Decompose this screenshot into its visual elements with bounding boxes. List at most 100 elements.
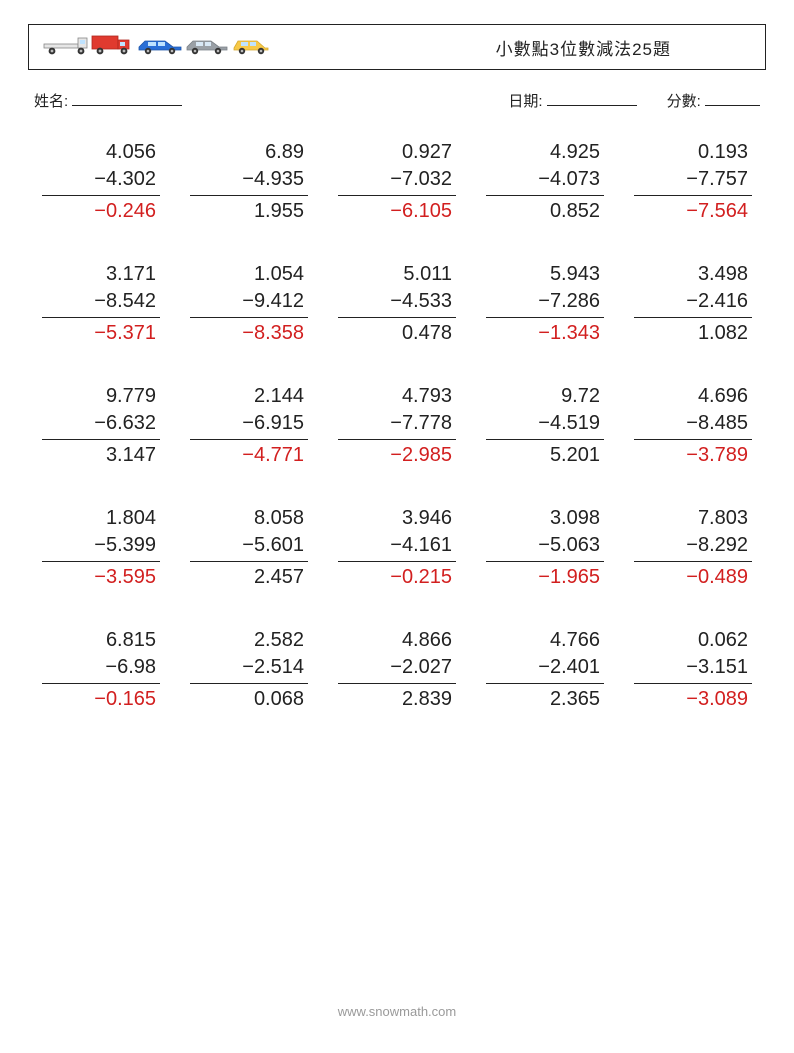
problem: 3.498−2.4161.082 (634, 261, 752, 347)
flatbed-truck-icon (43, 34, 89, 61)
problem: 4.925−4.0730.852 (486, 139, 604, 225)
problem: 3.098−5.063−1.965 (486, 505, 604, 591)
answer: −6.105 (338, 196, 456, 225)
header-box: 小數點3位數減法25題 (28, 24, 766, 70)
problem: 9.779−6.6323.147 (42, 383, 160, 469)
problem: 6.815−6.98−0.165 (42, 627, 160, 713)
minuend: 5.011 (338, 261, 456, 288)
score-field: 分數: (667, 90, 760, 111)
minuend: 1.804 (42, 505, 160, 532)
problem: 2.582−2.5140.068 (190, 627, 308, 713)
answer: −7.564 (634, 196, 752, 225)
problem: 0.927−7.032−6.105 (338, 139, 456, 225)
problem: 7.803−8.292−0.489 (634, 505, 752, 591)
answer: 0.852 (486, 196, 604, 225)
minuend: 2.144 (190, 383, 308, 410)
subtrahend: −4.533 (338, 288, 456, 318)
date-underline (547, 90, 637, 106)
minuend: 4.925 (486, 139, 604, 166)
minuend: 0.062 (634, 627, 752, 654)
answer: −2.985 (338, 440, 456, 469)
answer: 3.147 (42, 440, 160, 469)
answer: 0.068 (190, 684, 308, 713)
answer: −0.246 (42, 196, 160, 225)
problem: 8.058−5.6012.457 (190, 505, 308, 591)
answer: −4.771 (190, 440, 308, 469)
answer: 1.082 (634, 318, 752, 347)
problem: 5.011−4.5330.478 (338, 261, 456, 347)
subtrahend: −2.514 (190, 654, 308, 684)
problem: 3.946−4.161−0.215 (338, 505, 456, 591)
subtrahend: −4.302 (42, 166, 160, 196)
answer: −0.489 (634, 562, 752, 591)
problem: 1.054−9.412−8.358 (190, 261, 308, 347)
minuend: 4.696 (634, 383, 752, 410)
score-underline (705, 90, 760, 106)
answer: 2.839 (338, 684, 456, 713)
minuend: 3.098 (486, 505, 604, 532)
subtrahend: −9.412 (190, 288, 308, 318)
minuend: 3.946 (338, 505, 456, 532)
problem: 4.056−4.302−0.246 (42, 139, 160, 225)
problem: 4.766−2.4012.365 (486, 627, 604, 713)
minuend: 4.056 (42, 139, 160, 166)
problem: 3.171−8.542−5.371 (42, 261, 160, 347)
minuend: 3.498 (634, 261, 752, 288)
answer: −0.165 (42, 684, 160, 713)
subtrahend: −4.935 (190, 166, 308, 196)
answer: −3.789 (634, 440, 752, 469)
answer: −0.215 (338, 562, 456, 591)
problem: 4.866−2.0272.839 (338, 627, 456, 713)
minuend: 1.054 (190, 261, 308, 288)
date-field: 日期: (508, 90, 636, 111)
answer: −1.343 (486, 318, 604, 347)
answer: 5.201 (486, 440, 604, 469)
sedan-gray-icon (185, 35, 229, 60)
answer: −5.371 (42, 318, 160, 347)
answer: 2.365 (486, 684, 604, 713)
problem: 4.793−7.778−2.985 (338, 383, 456, 469)
problem-grid: 4.056−4.302−0.246 6.89−4.9351.955 0.927−7.… (28, 139, 766, 713)
name-label: 姓名: (34, 93, 68, 110)
subtrahend: −5.601 (190, 532, 308, 562)
answer: 1.955 (190, 196, 308, 225)
problem: 2.144−6.915−4.771 (190, 383, 308, 469)
answer: 0.478 (338, 318, 456, 347)
minuend: 4.766 (486, 627, 604, 654)
subtrahend: −3.151 (634, 654, 752, 684)
subtrahend: −5.063 (486, 532, 604, 562)
hatchback-yellow-icon (231, 35, 271, 60)
footer-text: www.snowmath.com (0, 1004, 794, 1019)
minuend: 2.582 (190, 627, 308, 654)
name-field: 姓名: (34, 90, 182, 111)
answer: −8.358 (190, 318, 308, 347)
answer: −1.965 (486, 562, 604, 591)
problem: 5.943−7.286−1.343 (486, 261, 604, 347)
name-underline (72, 90, 182, 106)
subtrahend: −4.073 (486, 166, 604, 196)
subtrahend: −4.519 (486, 410, 604, 440)
minuend: 4.793 (338, 383, 456, 410)
score-label: 分數: (667, 93, 701, 110)
subtrahend: −6.98 (42, 654, 160, 684)
minuend: 7.803 (634, 505, 752, 532)
minuend: 9.779 (42, 383, 160, 410)
subtrahend: −6.915 (190, 410, 308, 440)
answer: −3.595 (42, 562, 160, 591)
problem: 0.193−7.757−7.564 (634, 139, 752, 225)
problem: 6.89−4.9351.955 (190, 139, 308, 225)
problem: 4.696−8.485−3.789 (634, 383, 752, 469)
subtrahend: −8.542 (42, 288, 160, 318)
vehicle-icons (43, 34, 271, 61)
answer: 2.457 (190, 562, 308, 591)
minuend: 0.193 (634, 139, 752, 166)
minuend: 5.943 (486, 261, 604, 288)
subtrahend: −8.485 (634, 410, 752, 440)
subtrahend: −2.027 (338, 654, 456, 684)
answer: −3.089 (634, 684, 752, 713)
sedan-blue-icon (137, 35, 183, 60)
subtrahend: −7.286 (486, 288, 604, 318)
problem: 0.062−3.151−3.089 (634, 627, 752, 713)
subtrahend: −8.292 (634, 532, 752, 562)
subtrahend: −5.399 (42, 532, 160, 562)
